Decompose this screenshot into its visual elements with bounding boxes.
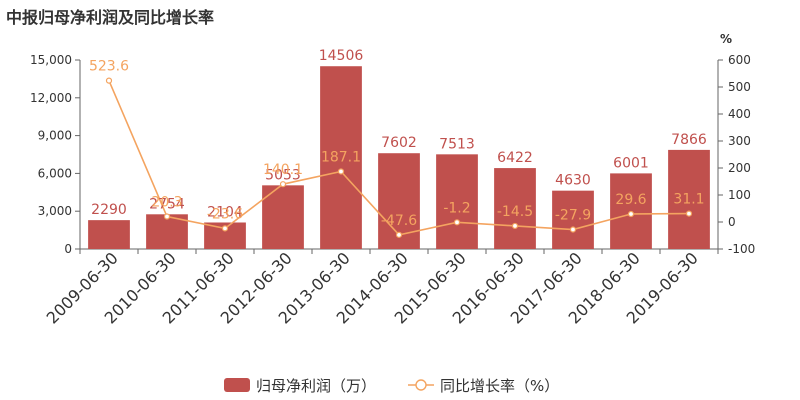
line-point[interactable] [511, 222, 519, 230]
y-left-tick-label: 0 [64, 242, 72, 256]
line-data-label: 187.1 [321, 149, 361, 165]
line-point[interactable] [279, 181, 287, 188]
chart-title: 中报归母净利润及同比增长率 [6, 8, 215, 27]
line-data-label: -47.6 [381, 213, 417, 229]
legend-line-label: 同比增长率（%） [440, 377, 559, 395]
line-data-label: -23.6 [207, 206, 243, 222]
line-point[interactable] [685, 210, 693, 217]
legend-item-line[interactable]: 同比增长率（%） [408, 377, 559, 395]
y-right-tick-label: 300 [728, 134, 751, 148]
bar-data-label: 2104 [207, 204, 243, 220]
line-data-label: 140.1 [263, 162, 303, 178]
bar[interactable] [262, 185, 304, 249]
y-left-tick-label: 9,000 [38, 129, 72, 143]
bar[interactable] [494, 168, 536, 249]
y-right-tick-label: -100 [728, 242, 755, 256]
bar-data-label: 4630 [555, 173, 591, 189]
line-point[interactable] [569, 226, 577, 233]
bar-data-label: 14506 [319, 48, 364, 64]
line-point[interactable] [221, 225, 229, 232]
bar-data-label: 2754 [149, 196, 185, 212]
bar[interactable] [320, 66, 362, 250]
legend[interactable]: 归母净利润（万） 同比增长率（%） [224, 377, 559, 395]
line-data-label: 20.3 [151, 195, 182, 211]
legend-bar-label: 归母净利润（万） [256, 377, 376, 395]
bar[interactable] [552, 190, 594, 249]
y-left-tick-label: 6,000 [38, 166, 72, 180]
y-left-tick-label: 12,000 [30, 91, 72, 105]
y-right-tick-label: 400 [728, 107, 751, 121]
y-right-tick-label: 100 [728, 188, 751, 202]
legend-line-marker [415, 379, 427, 391]
y-right-tick-label: 600 [728, 53, 751, 67]
legend-item-bar[interactable]: 归母净利润（万） [224, 377, 376, 395]
bar-data-label: 2290 [91, 202, 127, 218]
bar-data-label: 5053 [265, 167, 301, 183]
line-data-label: 523.6 [89, 59, 129, 75]
bar[interactable] [668, 149, 710, 249]
line-data-label: -1.2 [443, 200, 470, 216]
line-point[interactable] [337, 168, 345, 175]
bar-data-label: 6001 [613, 155, 649, 171]
line-layer [105, 77, 693, 238]
bar-data-label: 7866 [671, 132, 707, 148]
line-data-label: 31.1 [673, 192, 704, 208]
y-right-axis-label: % [720, 32, 732, 46]
line-point[interactable] [163, 213, 171, 220]
y-right-tick-label: 500 [728, 80, 751, 94]
labels-layer: 2290 2754 2104 5053 14506 7602 7513 6422 4630 600… [89, 48, 707, 229]
y-right-tick-label: 200 [728, 161, 751, 175]
line-data-label: 29.6 [615, 192, 646, 208]
y-right-tick-label: 0 [728, 215, 736, 229]
bar[interactable] [436, 154, 478, 249]
line-point[interactable] [395, 231, 403, 238]
bar-data-label: 7602 [381, 135, 417, 151]
legend-bar-swatch [224, 378, 250, 392]
line-point[interactable] [105, 77, 113, 84]
bar[interactable] [88, 220, 130, 249]
bar-data-label: 7513 [439, 136, 475, 152]
line-data-label: -27.9 [555, 208, 591, 224]
line-point[interactable] [627, 210, 635, 218]
line-point[interactable] [453, 219, 461, 226]
y-left-tick-label: 15,000 [30, 53, 72, 67]
y-left-tick-label: 3,000 [38, 204, 72, 218]
line-data-label: -14.5 [497, 204, 533, 220]
bar-data-label: 6422 [497, 150, 533, 166]
